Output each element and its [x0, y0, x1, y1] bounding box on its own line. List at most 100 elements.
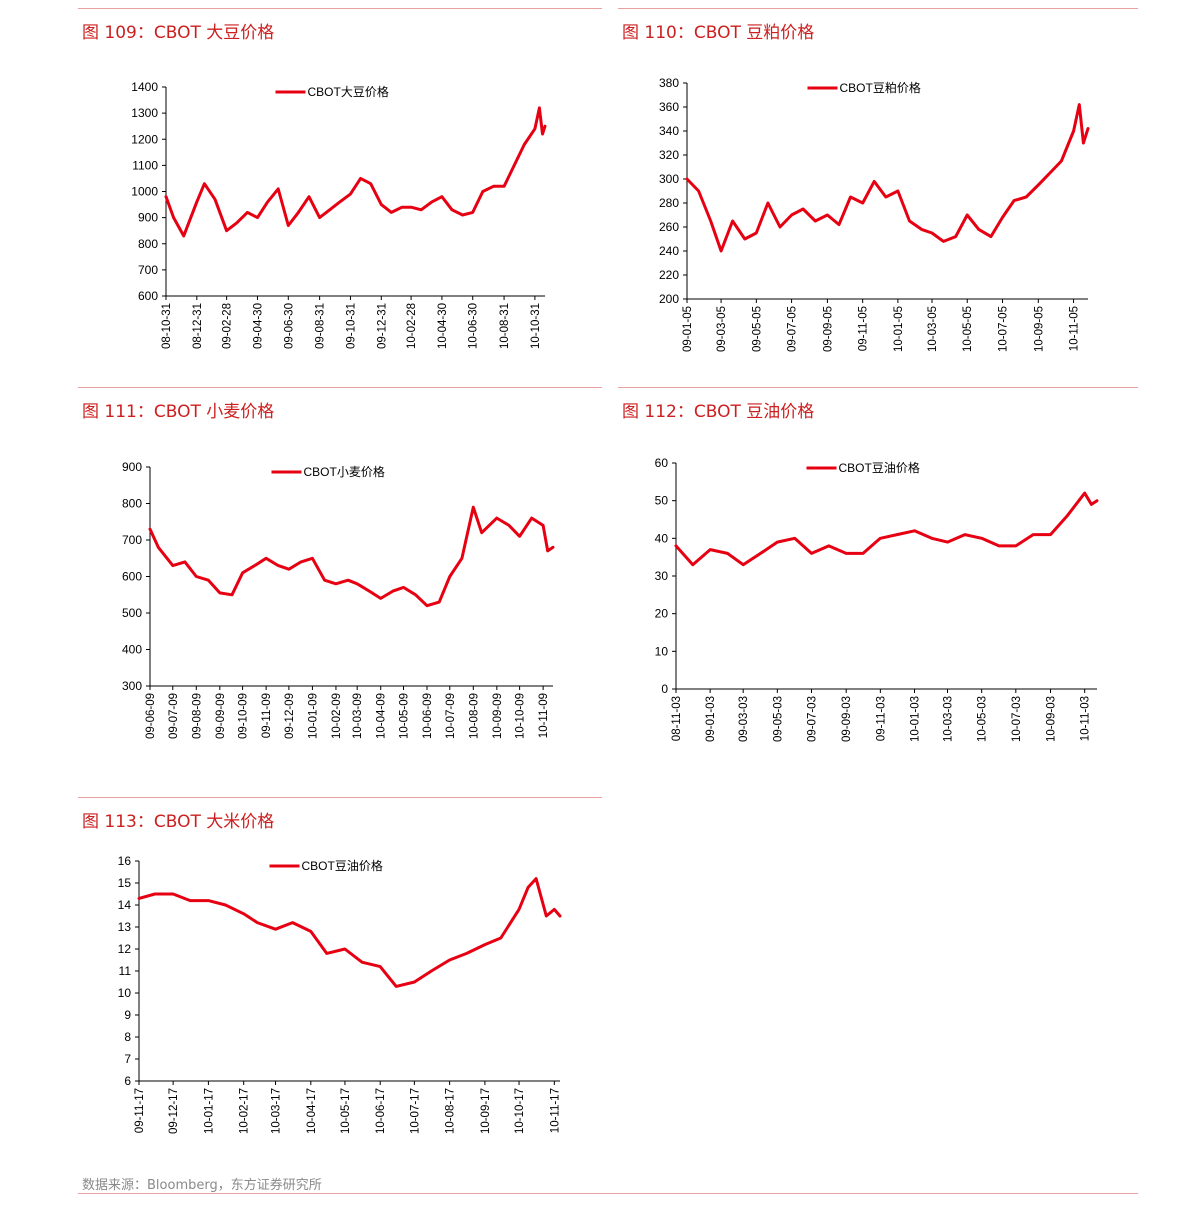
panel-rule	[618, 8, 1138, 9]
y-tick-label: 8	[124, 1030, 131, 1044]
x-tick-label: 09-10-31	[345, 303, 357, 349]
x-tick-label: 10-03-03	[943, 696, 955, 742]
x-tick-label: 09-12-09	[284, 693, 296, 739]
x-tick-label: 09-05-03	[772, 696, 784, 742]
x-tick-label: 09-03-03	[738, 696, 750, 742]
y-tick-label: 400	[122, 643, 142, 657]
x-tick-label: 10-05-17	[340, 1088, 352, 1134]
y-tick-label: 40	[655, 531, 669, 545]
x-tick-label: 09-07-03	[806, 696, 818, 742]
x-tick-label: 10-05-09	[398, 693, 410, 739]
x-tick-label: 09-11-05	[858, 306, 870, 351]
y-tick-label: 300	[122, 679, 142, 693]
y-tick-label: 220	[659, 268, 679, 282]
y-tick-label: 360	[659, 100, 679, 114]
footer-rule	[78, 1193, 1138, 1194]
y-tick-label: 700	[138, 263, 158, 277]
x-tick-label: 09-06-09	[145, 693, 157, 739]
x-tick-label: 10-08-09	[468, 693, 480, 739]
x-tick-label: 10-03-05	[927, 306, 939, 352]
x-tick-label: 10-05-05	[962, 306, 974, 352]
panel-rule	[78, 8, 602, 9]
x-tick-label: 10-02-17	[239, 1088, 251, 1134]
x-tick-label: 09-05-05	[751, 306, 763, 352]
x-tick-label: 09-04-30	[252, 303, 264, 349]
x-tick-label: 09-08-31	[315, 303, 327, 349]
chart-title: 图 113：CBOT 大米价格	[82, 812, 275, 832]
legend-label: CBOT豆油价格	[302, 858, 383, 873]
y-tick-label: 10	[655, 644, 669, 658]
y-tick-label: 700	[122, 533, 142, 547]
x-tick-label: 10-01-17	[203, 1088, 215, 1134]
panel-rule	[618, 387, 1138, 388]
y-tick-label: 9	[124, 1008, 131, 1022]
x-tick-label: 10-08-31	[499, 303, 511, 349]
x-tick-label: 10-04-17	[306, 1088, 318, 1134]
y-tick-label: 13	[118, 920, 132, 934]
x-tick-label: 10-01-05	[893, 306, 905, 352]
y-tick-label: 1300	[131, 106, 158, 120]
y-tick-label: 20	[655, 607, 669, 621]
x-tick-label: 10-06-09	[422, 693, 434, 739]
panel-chart-111: 图 111：CBOT 小麦价格 300 400 500 600 700 800 900 09-…	[78, 387, 602, 767]
x-tick-label: 09-09-09	[215, 693, 227, 739]
x-tick-label: 10-02-09	[331, 693, 343, 739]
y-tick-label: 900	[122, 460, 142, 474]
x-tick-label: 09-08-09	[191, 693, 203, 739]
series-line	[164, 106, 547, 238]
chart-111-svg: 300 400 500 600 700 800 900 09-06-09 09-07-09 09-…	[122, 460, 555, 739]
y-tick-label: 900	[138, 211, 158, 225]
legend-label: CBOT小麦价格	[304, 464, 385, 479]
panel-rule	[78, 387, 602, 388]
y-tick-label: 30	[655, 569, 669, 583]
y-tick-label: 50	[655, 494, 669, 508]
x-tick-label: 10-02-28	[406, 303, 418, 349]
y-tick-label: 1200	[131, 132, 158, 146]
series-line	[685, 103, 1090, 253]
x-tick-label: 09-09-05	[822, 306, 834, 352]
y-tick-label: 600	[122, 570, 142, 584]
x-tick-label: 10-05-03	[977, 696, 989, 742]
y-tick-label: 15	[118, 876, 132, 890]
legend-label: CBOT豆油价格	[839, 460, 920, 475]
x-tick-label: 10-11-09	[538, 693, 550, 738]
series-line	[674, 491, 1099, 567]
chart-title: 图 111：CBOT 小麦价格	[82, 402, 275, 422]
x-tick-label: 10-07-09	[445, 693, 457, 739]
x-tick-label: 08-11-03	[671, 696, 683, 741]
x-tick-label: 09-12-31	[376, 303, 388, 349]
y-tick-label: 300	[659, 172, 679, 186]
x-tick-label: 09-11-03	[875, 696, 887, 741]
y-tick-label: 12	[118, 942, 132, 956]
y-tick-label: 7	[124, 1052, 131, 1066]
panel-chart-109: 图 109：CBOT 大豆价格 600 700 800 900 1000 1100 1200…	[78, 8, 602, 378]
x-tick-label: 09-01-03	[705, 696, 717, 742]
y-tick-label: 1100	[132, 158, 158, 172]
x-tick-label: 10-09-03	[1046, 696, 1058, 742]
chart-title: 图 112：CBOT 豆油价格	[622, 402, 815, 422]
x-tick-label: 10-10-09	[515, 693, 527, 739]
y-tick-label: 500	[122, 606, 142, 620]
x-tick-label: 09-01-05	[682, 306, 694, 352]
y-tick-label: 10	[118, 986, 132, 1000]
x-tick-label: 10-10-31	[530, 303, 542, 349]
y-tick-label: 60	[655, 456, 669, 470]
series-line	[137, 877, 562, 988]
y-tick-label: 1000	[131, 185, 158, 199]
x-tick-label: 09-12-17	[168, 1088, 180, 1134]
x-tick-label: 10-04-09	[376, 693, 388, 739]
source-note: 数据来源：Bloomberg，东方证券研究所	[82, 1178, 322, 1193]
x-tick-label: 10-07-05	[997, 306, 1009, 352]
x-tick-label: 10-09-09	[492, 693, 504, 739]
y-tick-label: 14	[118, 898, 132, 912]
x-tick-label: 10-01-09	[307, 693, 319, 739]
chart-113-svg: 6 7 8 9 10 11 12 13 14 15 16 09-11-17 09-12-17 10-01-…	[118, 854, 562, 1134]
x-tick-label: 10-07-03	[1011, 696, 1023, 742]
y-tick-label: 320	[659, 148, 679, 162]
x-tick-label: 09-09-03	[841, 696, 853, 742]
x-tick-label: 10-01-03	[909, 696, 921, 742]
x-tick-label: 10-03-09	[352, 693, 364, 739]
chart-title: 图 109：CBOT 大豆价格	[82, 23, 275, 43]
x-tick-label: 08-12-31	[192, 303, 204, 349]
chart-title: 图 110：CBOT 豆粕价格	[622, 23, 815, 43]
